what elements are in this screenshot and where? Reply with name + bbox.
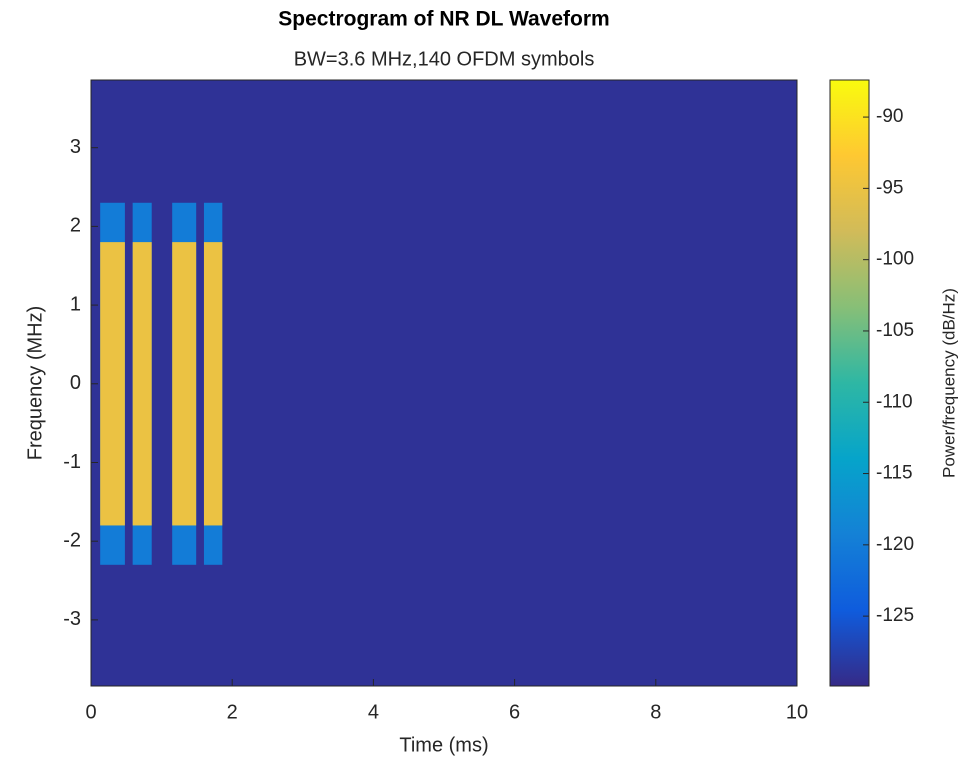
- burst: [100, 242, 125, 526]
- y-tick-label: 1: [70, 293, 81, 315]
- x-tick-label: 10: [786, 701, 808, 723]
- colorbar-tick-label: -125: [876, 605, 914, 626]
- y-tick-label: -2: [63, 529, 81, 551]
- colorbar-tick-label: -90: [876, 106, 903, 127]
- chart-title: Spectrogram of NR DL Waveform: [278, 8, 609, 31]
- y-tick-label: 2: [70, 215, 81, 237]
- x-tick-label: 8: [650, 701, 661, 723]
- burst: [132, 242, 152, 526]
- noise-floor: [91, 80, 797, 686]
- plot-frame: [90, 79, 798, 687]
- colorbar-tick-label: -120: [876, 534, 914, 555]
- y-axis-label: Frequency (MHz): [24, 306, 46, 460]
- burst: [203, 242, 223, 526]
- x-tick-label: 6: [509, 701, 520, 723]
- colorbar-tick-label: -105: [876, 320, 914, 341]
- y-tick-label: 3: [70, 136, 81, 158]
- x-axis-label: Time (ms): [399, 734, 488, 756]
- colorbar-tick-label: -95: [876, 177, 903, 198]
- y-tick-label: 0: [70, 372, 81, 394]
- y-tick-label: -3: [63, 608, 81, 630]
- colorbar-label: Power/frequency (dB/Hz): [939, 288, 958, 478]
- burst: [172, 242, 197, 526]
- colorbar-tick-label: -110: [876, 391, 913, 412]
- colorbar-tick-label: -115: [876, 463, 913, 484]
- colorbar: [829, 79, 870, 687]
- chart-subtitle: BW=3.6 MHz,140 OFDM symbols: [294, 48, 595, 70]
- x-tick-label: 2: [227, 701, 238, 723]
- y-tick-label: -1: [63, 451, 81, 473]
- colorbar-tick-label: -100: [876, 249, 914, 270]
- x-tick-label: 4: [368, 701, 379, 723]
- x-tick-label: 0: [85, 701, 96, 723]
